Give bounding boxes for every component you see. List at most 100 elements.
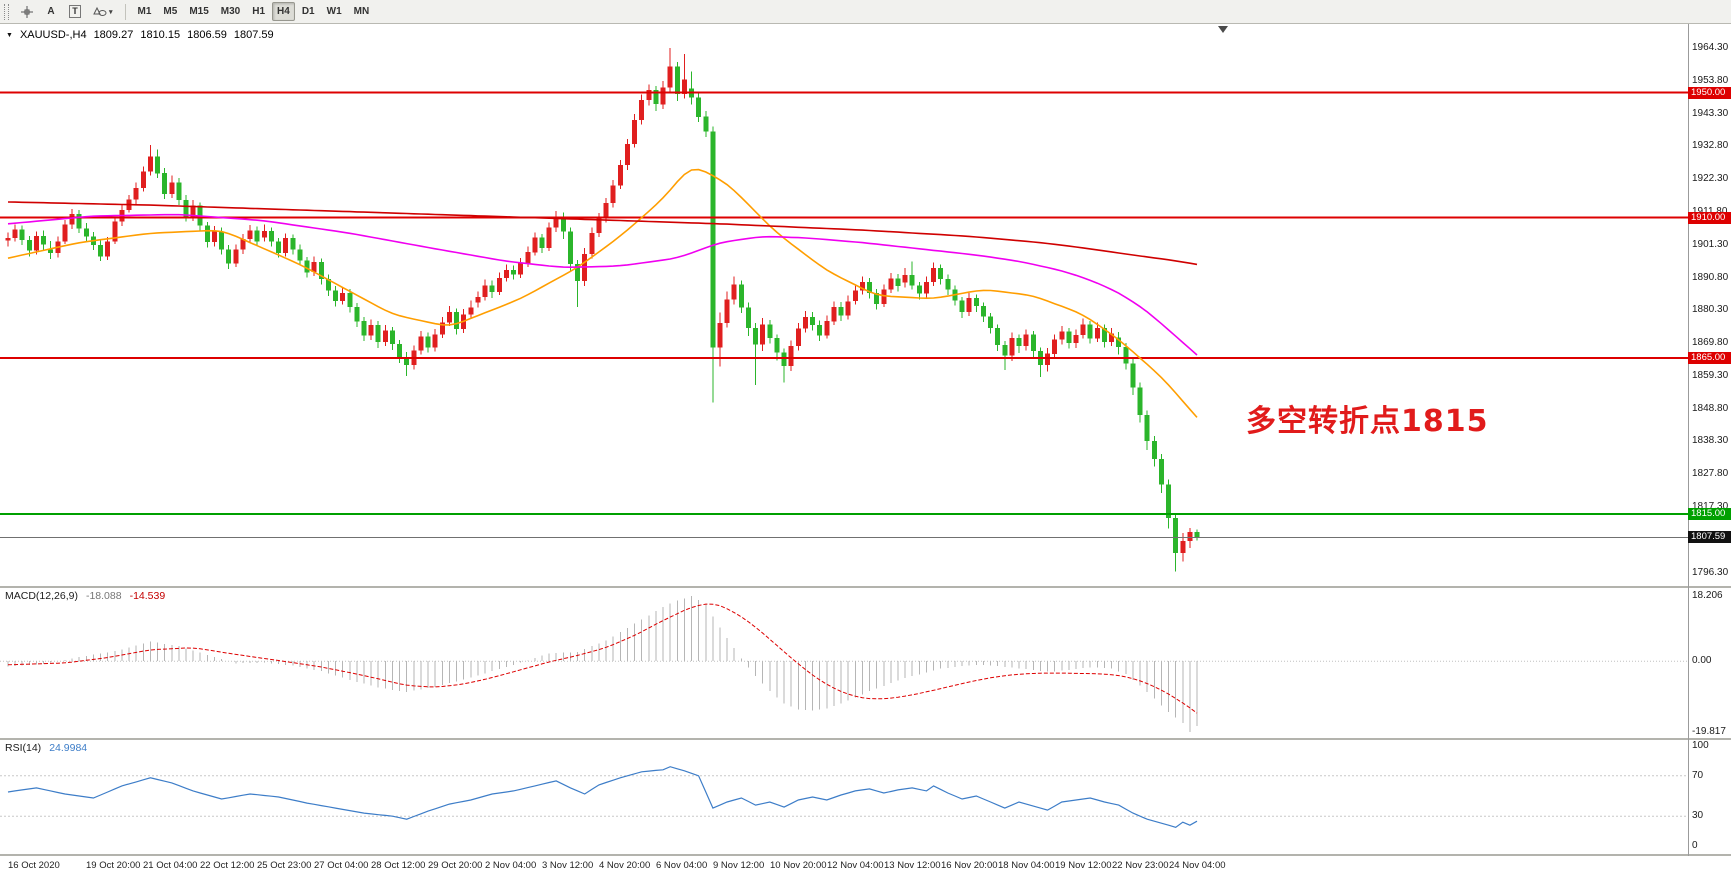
macd-axis-tick: 0.00 (1692, 655, 1712, 667)
chevron-down-icon: ▾ (109, 8, 113, 16)
time-label: 29 Oct 20:00 (428, 860, 483, 871)
shapes-dropdown-button[interactable]: ▾ (88, 2, 118, 21)
timeframe-w1-button[interactable]: W1 (322, 2, 347, 21)
toolbar-grip[interactable] (4, 3, 9, 20)
price-tick: 1859.30 (1692, 369, 1729, 381)
rsi-line (7, 766, 1198, 828)
crosshair-button[interactable] (16, 2, 38, 21)
price-level-label: 1910.00 (1688, 211, 1731, 224)
panel-separator[interactable] (0, 586, 1731, 588)
time-label: 27 Oct 04:00 (314, 860, 369, 871)
rsi-axis-tick: 70 (1692, 769, 1704, 781)
toolbar-separator (124, 3, 126, 20)
price-tick: 1838.30 (1692, 435, 1729, 447)
axis-separator (1688, 24, 1689, 856)
time-label: 4 Nov 20:00 (599, 860, 651, 871)
toolbar: A T ▾ M1 M5 M15 M30 H1 H4 D1 W1 MN (0, 0, 1731, 24)
chart-annotation-text: 多空转折点1815 (1246, 404, 1489, 439)
price-level-label: 1865.00 (1688, 352, 1731, 365)
chart-shift-marker[interactable] (1218, 26, 1228, 33)
collapse-arrow-icon[interactable]: ▼ (6, 31, 13, 39)
time-label: 16 Nov 20:00 (941, 860, 998, 871)
time-label: 12 Nov 04:00 (827, 860, 884, 871)
quote-high: 1810.15 (140, 29, 181, 41)
macd-title: MACD(12,26,9) (5, 590, 78, 602)
price-tick: 1880.30 (1692, 304, 1729, 316)
timeframe-d1-button[interactable]: D1 (297, 2, 320, 21)
timeframe-m5-button[interactable]: M5 (158, 2, 182, 21)
time-label: 9 Nov 12:00 (713, 860, 765, 871)
time-label: 22 Oct 12:00 (200, 860, 255, 871)
time-axis[interactable]: 16 Oct 2020 19 Oct 20:00 21 Oct 04:00 22 Oc… (0, 856, 1688, 894)
timeframe-m30-button[interactable]: M30 (216, 2, 245, 21)
time-label: 21 Oct 04:00 (143, 860, 198, 871)
price-tick: 1953.80 (1692, 74, 1729, 86)
text-tool-button[interactable]: A (40, 2, 62, 21)
time-label: 25 Oct 23:00 (257, 860, 312, 871)
quote-close: 1807.59 (233, 29, 274, 41)
timeframe-mn-button[interactable]: MN (349, 2, 375, 21)
rsi-title: RSI(14) (5, 742, 42, 754)
time-label: 24 Nov 04:00 (1169, 860, 1226, 871)
price-tick: 1922.30 (1692, 173, 1729, 185)
price-level-label: 1950.00 (1688, 86, 1731, 99)
crosshair-icon (21, 5, 33, 18)
timeframe-m15-button[interactable]: M15 (184, 2, 213, 21)
price-tick: 1848.80 (1692, 402, 1729, 414)
panel-separator[interactable] (0, 854, 1731, 856)
macd-pane-svg[interactable] (0, 588, 1688, 738)
time-label: 18 Nov 04:00 (998, 860, 1055, 871)
timeframe-m1-button[interactable]: M1 (133, 2, 157, 21)
macd-axis-tick: 18.206 (1692, 590, 1723, 602)
time-label: 2 Nov 04:00 (485, 860, 537, 871)
macd-signal-line (7, 603, 1198, 714)
macd-signal-value: -14.539 (129, 590, 166, 602)
price-tick: 1890.80 (1692, 271, 1729, 283)
quote-open: 1809.27 (93, 29, 134, 41)
ma-magenta-line (7, 213, 1198, 356)
shapes-icon (93, 6, 107, 16)
time-label: 10 Nov 20:00 (770, 860, 827, 871)
text-label-tool-button[interactable]: T (64, 2, 86, 21)
price-tick: 1817.30 (1692, 501, 1729, 512)
quote-low: 1806.59 (187, 29, 227, 41)
rsi-pane-svg[interactable] (0, 740, 1688, 854)
price-tick: 1911.80 (1692, 206, 1727, 217)
time-label: 6 Nov 04:00 (656, 860, 708, 871)
rsi-axis-tick: 100 (1692, 739, 1709, 751)
rsi-axis-tick: 30 (1692, 810, 1704, 822)
symbol-quote-line: ▼ XAUUSD-,H4 1809.27 1810.15 1806.59 180… (6, 29, 274, 41)
time-label: 13 Nov 12:00 (884, 860, 941, 871)
timeframe-h4-button[interactable]: H4 (272, 2, 295, 21)
macd-main-value: -18.088 (85, 590, 122, 602)
price-axis[interactable]: 1964.30 1953.80 1943.30 1932.80 1922.30 1911.… (1688, 0, 1731, 894)
macd-label: MACD(12,26,9) -18.088 -14.539 (5, 590, 165, 602)
ma-orange-line (7, 168, 1198, 418)
time-label: 28 Oct 12:00 (371, 860, 426, 871)
time-label: 3 Nov 12:00 (542, 860, 594, 871)
price-tick: 1943.30 (1692, 107, 1729, 119)
text-label-glyph: T (69, 5, 81, 18)
rsi-value: 24.9984 (49, 742, 88, 754)
timeframe-h1-button[interactable]: H1 (247, 2, 270, 21)
candles (5, 48, 1200, 572)
price-tick: 1827.80 (1692, 468, 1729, 480)
current-price-label: 1807.59 (1688, 531, 1731, 544)
macd-histogram (7, 596, 1198, 732)
price-tick: 1964.30 (1692, 42, 1729, 54)
time-label: 19 Oct 20:00 (86, 860, 141, 871)
symbol-name: XAUUSD-,H4 (19, 29, 87, 41)
ma-red-line (7, 201, 1198, 266)
panel-separator[interactable] (0, 738, 1731, 740)
price-tick: 1901.30 (1692, 238, 1729, 250)
time-label: 22 Nov 23:00 (1112, 860, 1169, 871)
time-label: 19 Nov 12:00 (1055, 860, 1112, 871)
rsi-axis-tick: 0 (1692, 840, 1698, 852)
price-tick: 1932.80 (1692, 140, 1729, 152)
price-level-label: 1815.00 (1688, 508, 1731, 521)
macd-axis-tick: -19.817 (1692, 725, 1726, 737)
main-chart-svg[interactable] (0, 24, 1688, 586)
price-tick: 1796.30 (1692, 566, 1729, 578)
price-tick: 1869.80 (1692, 337, 1729, 349)
